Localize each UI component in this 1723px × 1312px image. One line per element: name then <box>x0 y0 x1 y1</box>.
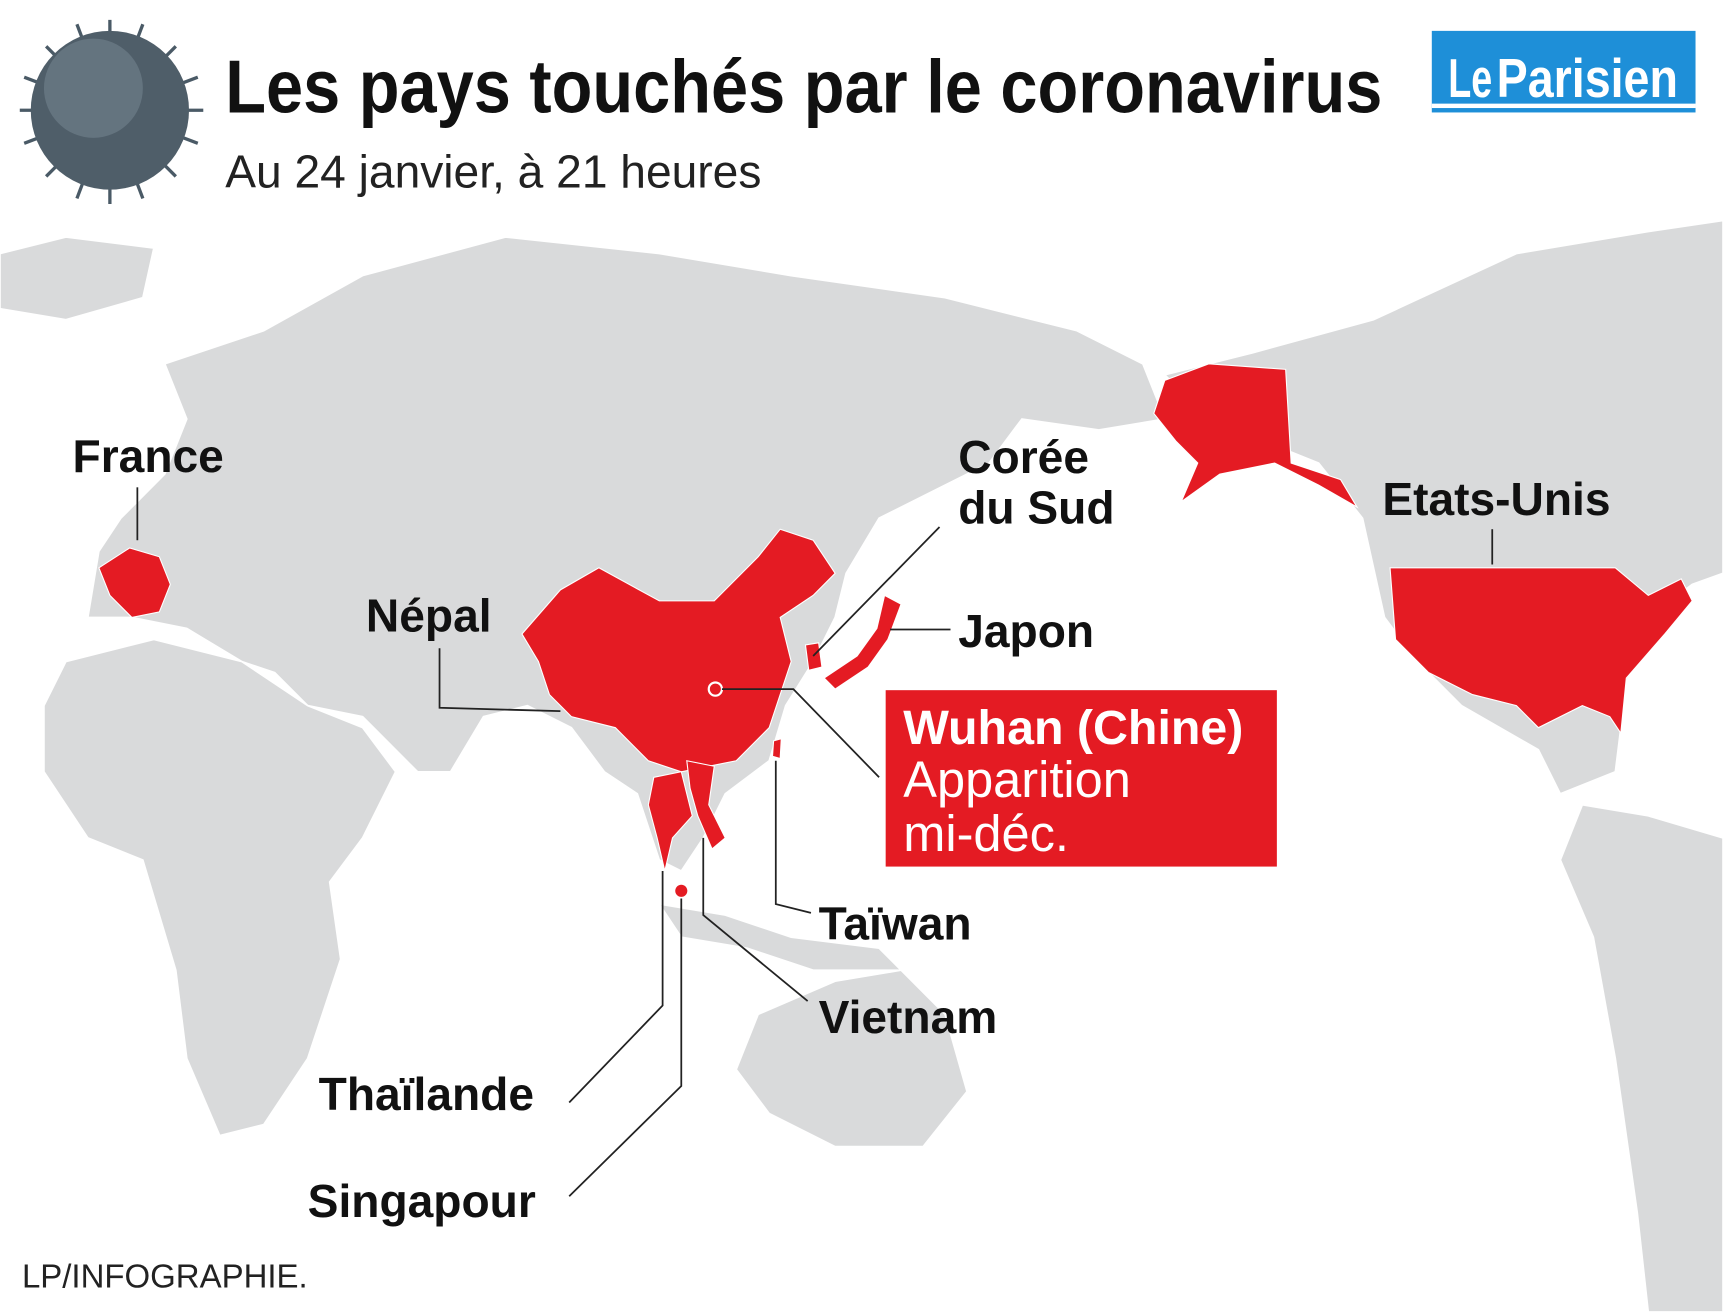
country-label: Corée <box>958 431 1089 483</box>
country-china <box>521 528 836 773</box>
land-south-america <box>1559 803 1723 1312</box>
world-map <box>0 219 1723 1312</box>
country-france <box>98 547 171 619</box>
leader-line <box>721 688 880 778</box>
land-africa <box>43 638 397 1137</box>
country-label: France <box>73 430 224 482</box>
title: Les pays touchés par le coronavirus <box>225 44 1382 128</box>
land-australia <box>735 969 968 1148</box>
leader-line <box>438 648 561 713</box>
country-south-korea <box>804 642 823 672</box>
country-vietnam <box>686 760 726 850</box>
country-usa <box>1389 567 1693 735</box>
country-singapore <box>674 883 689 899</box>
country-label: Taïwan <box>819 897 972 949</box>
leader-line <box>568 870 664 1104</box>
origin-text: Apparition <box>903 751 1131 808</box>
country-label: Singapour <box>308 1175 536 1227</box>
land-greenland-west <box>0 236 155 321</box>
credit: LP/INFOGRAPHIE. <box>22 1258 308 1295</box>
country-alaska <box>1153 363 1359 509</box>
origin-box: Wuhan (Chine) Apparition mi-déc. <box>885 690 1277 867</box>
country-label: Népal <box>366 590 492 642</box>
country-thailand <box>647 771 693 872</box>
leader-line <box>702 837 809 1002</box>
leader-line <box>812 526 941 657</box>
country-taiwan <box>771 737 782 760</box>
country-labels: France Corée du Sud Etats-Unis Népal Jap… <box>73 430 1611 1227</box>
logo-text: Le <box>1448 47 1492 109</box>
origin-background <box>885 690 1277 867</box>
logo-background <box>1431 30 1696 113</box>
leader-line <box>568 898 683 1197</box>
country-label: Japon <box>958 605 1094 657</box>
subtitle: Au 24 janvier, à 21 heures <box>225 145 761 197</box>
virus-icon <box>19 19 204 204</box>
leader-line <box>774 760 812 914</box>
origin-title: Wuhan (Chine) <box>903 701 1243 755</box>
leader-lines <box>136 487 1494 1197</box>
country-label: Vietnam <box>819 991 998 1043</box>
origin-text: mi-déc. <box>903 805 1069 862</box>
country-label: Thaïlande <box>319 1068 534 1120</box>
country-japan <box>823 594 902 690</box>
country-label: du Sud <box>958 482 1114 534</box>
country-label: Etats-Unis <box>1382 473 1610 525</box>
logo-rule <box>1431 103 1696 109</box>
logo-text: Parisien <box>1497 47 1678 109</box>
land-indonesia <box>657 902 904 972</box>
logo: Le Parisien <box>1431 30 1696 113</box>
affected-countries <box>98 363 1693 899</box>
